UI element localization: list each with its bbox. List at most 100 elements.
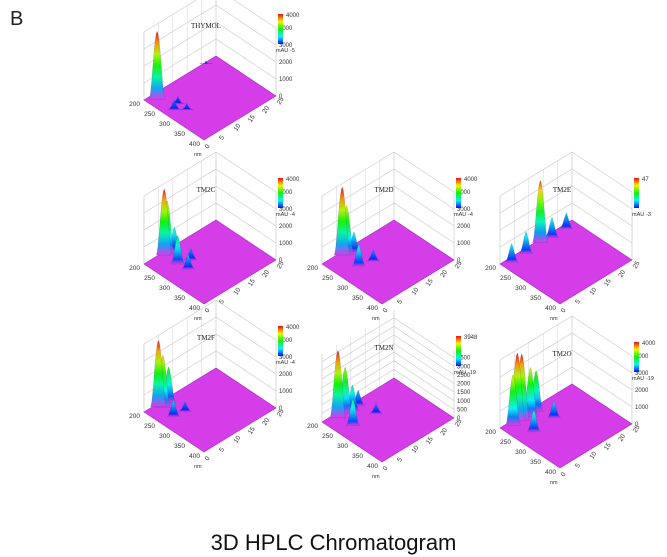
colorbar-min-label: -19 xyxy=(646,376,654,382)
time-tick-label: 15 xyxy=(247,425,257,435)
z-tick-label: 4000 xyxy=(279,338,293,344)
wavelength-tick-label: 200 xyxy=(307,423,318,430)
chromatogram-peak xyxy=(366,248,380,262)
time-tick-label: 20 xyxy=(439,269,449,279)
time-tick-label: 25 xyxy=(632,260,642,270)
time-tick-label: 5 xyxy=(218,134,226,141)
wavelength-tick-label: 250 xyxy=(144,275,155,282)
chromatogram-peak xyxy=(345,397,361,426)
wavelength-tick-label: 200 xyxy=(129,265,140,272)
time-tick-label: 10 xyxy=(233,434,243,444)
z-tick-label: 3000 xyxy=(279,43,293,49)
time-tick-label: 25 xyxy=(632,424,642,434)
wavelength-tick-label: 300 xyxy=(337,285,348,292)
colorbar-max-label: 3948 xyxy=(464,335,478,341)
time-tick-label: 5 xyxy=(218,298,226,305)
wavelength-tick-label: 250 xyxy=(144,423,155,430)
time-tick-label: 0 xyxy=(204,455,212,462)
time-tick-label: 25 xyxy=(276,408,286,418)
time-tick-label: 25 xyxy=(454,260,464,270)
chromatogram-peak xyxy=(155,188,173,256)
z-tick-label: 4000 xyxy=(279,26,293,32)
time-tick-label: 10 xyxy=(589,286,599,296)
wavelength-tick-label: 250 xyxy=(500,439,511,446)
chromatogram-peak xyxy=(333,186,351,256)
wavelength-axis-label: nm xyxy=(550,480,558,486)
z-tick-label: 2000 xyxy=(279,372,293,378)
z-tick-label: 0 xyxy=(279,406,283,412)
colorbar-unit-label: mAU xyxy=(454,370,466,376)
wavelength-tick-label: 200 xyxy=(307,265,318,272)
surface-floor xyxy=(321,377,455,463)
z-tick-label: 3000 xyxy=(279,355,293,361)
time-tick-label: 0 xyxy=(204,143,212,150)
wavelength-tick-label: 350 xyxy=(174,295,185,302)
z-tick-label: 3000 xyxy=(279,207,293,213)
wavelength-tick-label: 250 xyxy=(322,433,333,440)
z-tick-label: 2000 xyxy=(457,224,471,230)
time-tick-label: 0 xyxy=(560,471,568,478)
chromatogram-peak xyxy=(329,350,347,418)
wavelength-tick-label: 400 xyxy=(545,469,556,476)
time-tick-label: 5 xyxy=(574,462,582,469)
z-tick-label: 4000 xyxy=(457,190,471,196)
chromatogram-peak xyxy=(351,243,366,267)
chromatogram-peak xyxy=(504,242,519,263)
wavelength-tick-label: 300 xyxy=(337,443,348,450)
time-tick-label: 10 xyxy=(411,444,421,454)
wavelength-tick-label: 200 xyxy=(129,413,140,420)
chromatogram-peak xyxy=(166,399,181,417)
time-tick-label: 20 xyxy=(261,417,271,427)
time-tick-label: 5 xyxy=(574,298,582,305)
time-tick-label: 15 xyxy=(425,435,435,445)
wavelength-tick-label: 250 xyxy=(500,275,511,282)
wavelength-axis-label: nm xyxy=(194,152,202,158)
z-tick-label: 1000 xyxy=(457,399,471,405)
figure-caption: 3D HPLC Chromatogram xyxy=(210,530,457,555)
wavelength-tick-label: 350 xyxy=(530,459,541,466)
colorbar-min-label: -3 xyxy=(646,212,651,218)
surface-floor xyxy=(499,383,633,469)
colorbar xyxy=(456,336,461,366)
colorbar-max-label: 47 xyxy=(642,177,649,183)
plot-title: TM2F xyxy=(197,334,215,342)
chromatogram-tm2d: TM2D 200 250 300 350 400 nm 0 5 10 15 20 25 0 1000 2000… xyxy=(306,151,481,337)
surface-plot-svg: TM2C200250300350400nm0510152025010002000… xyxy=(129,151,300,322)
chromatogram-tm2f: TM2F 200 250 300 350 400 nm 0 5 10 15 20 25 0 1000 2000… xyxy=(128,299,303,485)
chromatogram-tm2e: TM2E 200 250 300 350 400 nm 0 5 10 15 20 25 47 mAU -3 xyxy=(484,151,659,337)
z-tick-label: 3500 xyxy=(457,356,471,362)
wavelength-tick-label: 300 xyxy=(515,285,526,292)
chromatogram-peak xyxy=(170,234,185,265)
colorbar-max-label: 4000 xyxy=(286,177,300,183)
chromatogram-peak xyxy=(559,212,574,229)
wavelength-tick-label: 400 xyxy=(189,141,200,148)
z-tick-label: 1000 xyxy=(457,241,471,247)
chromatogram-tm2n: TM2N 200 250 300 350 400 nm 0 5 10 15 20 25 0 500 1000 1… xyxy=(306,310,481,495)
time-tick-label: 20 xyxy=(261,269,271,279)
chromatogram-peak xyxy=(505,374,521,426)
chromatogram-peak xyxy=(369,402,383,414)
colorbar-min-label: -4 xyxy=(290,360,295,366)
wavelength-tick-label: 250 xyxy=(322,275,333,282)
colorbar xyxy=(278,326,283,356)
wavelength-tick-label: 200 xyxy=(485,265,496,272)
plot-title: TM2C xyxy=(197,186,216,194)
time-tick-label: 0 xyxy=(560,307,568,314)
z-tick-label: 1500 xyxy=(457,390,471,396)
z-tick-label: 0 xyxy=(457,258,461,264)
chromatogram-peak xyxy=(545,216,559,238)
wavelength-tick-label: 350 xyxy=(174,443,185,450)
surface-floor xyxy=(143,367,277,453)
wavelength-axis-label: nm xyxy=(194,464,202,470)
colorbar-max-label: 4000 xyxy=(642,341,656,347)
chromatogram-peak xyxy=(180,102,194,111)
time-tick-label: 5 xyxy=(396,456,404,463)
time-tick-label: 10 xyxy=(233,286,243,296)
chromatogram-peak xyxy=(526,409,541,433)
z-tick-label: 0 xyxy=(635,422,639,428)
time-tick-label: 15 xyxy=(247,277,257,287)
z-tick-label: 1000 xyxy=(635,405,649,411)
time-tick-label: 15 xyxy=(425,277,435,287)
colorbar-unit-label: mAU xyxy=(632,212,644,218)
